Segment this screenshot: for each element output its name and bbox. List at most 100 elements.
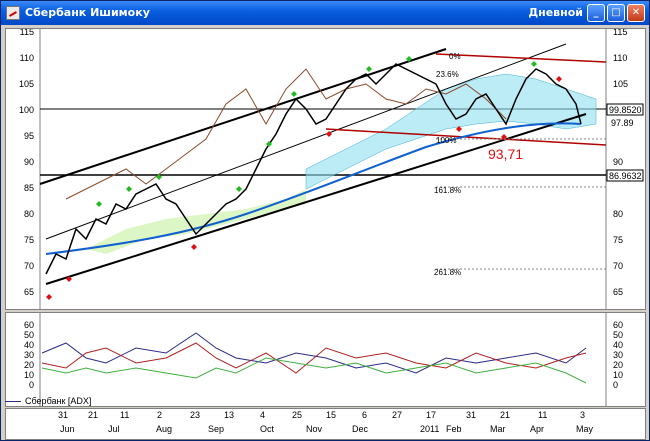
adx-tick: 40 [24, 340, 34, 350]
minus-di-line [41, 357, 587, 384]
sell-signal-diamond [326, 131, 332, 137]
tick-label: 100 [19, 105, 34, 115]
day-label: 17 [426, 410, 437, 420]
month-label: Aug [156, 424, 173, 434]
fib-236-label: 23.6% [436, 70, 459, 79]
day-label: 6 [362, 410, 368, 420]
month-label: Oct [260, 424, 275, 434]
adx-tick: 20 [613, 360, 623, 370]
level-high-box [606, 103, 644, 116]
adx-tick: 10 [24, 370, 34, 380]
fibonacci-levels: 100% 161.8% 261.8% 23.6% 0% [434, 52, 606, 277]
maximize-button[interactable]: □ [607, 4, 625, 22]
price-series [45, 63, 582, 275]
fib-1618-label: 161.8% [434, 186, 461, 195]
adx-tick: 10 [613, 370, 623, 380]
tick-label: 80 [613, 209, 623, 219]
ichimoku-cloud-early [86, 189, 306, 254]
date-axis: 31 21 11 2 23 13 4 25 15 6 27 17 31 21 1… [5, 408, 646, 440]
buy-signal-diamond [531, 61, 537, 67]
adx-tick: 50 [24, 330, 34, 340]
adx-left-axis: 60 50 40 30 20 10 0 [24, 320, 34, 390]
right-price-axis: 115 110 105 90 80 75 70 65 [613, 27, 628, 297]
day-label: 25 [292, 410, 303, 420]
adx-tick: 30 [24, 350, 34, 360]
adx-pane[interactable]: 60 50 40 30 20 10 0 60 50 40 30 20 10 0 [5, 312, 646, 407]
indicator-legend: Сбербанк [ADX] [5, 395, 91, 407]
month-label: 2011 [420, 424, 440, 434]
low-point-annotation: 93,71 [488, 146, 523, 162]
price-pane[interactable]: 115 110 105 100 95 90 85 80 75 70 65 115… [5, 27, 646, 310]
adx-tick: 60 [613, 320, 623, 330]
month-label: Apr [530, 424, 545, 434]
tick-label: 110 [613, 53, 627, 63]
level-high-label: 99.8520 [609, 105, 642, 115]
buy-signal-diamond [266, 141, 272, 147]
tick-label: 70 [613, 261, 623, 271]
month-label: May [576, 424, 594, 434]
buy-signal-diamond [126, 186, 132, 192]
title-bar[interactable]: Сбербанк Ишимоку Дневной _ □ ✕ [1, 1, 649, 25]
legend-swatch [5, 400, 21, 402]
day-label: 2 [157, 410, 163, 420]
tick-label: 70 [24, 261, 34, 271]
sell-signal-diamond [66, 276, 72, 282]
tick-label: 85 [24, 183, 34, 193]
tick-label: 75 [24, 235, 34, 245]
last-price-label: 97.89 [611, 118, 634, 128]
channel-mid [45, 43, 567, 240]
tick-label: 65 [24, 287, 34, 297]
tick-label: 90 [24, 157, 34, 167]
ichimoku-cloud [305, 73, 597, 190]
month-label: Feb [446, 424, 462, 434]
day-label: 15 [326, 410, 337, 420]
minimize-button[interactable]: _ [587, 4, 605, 22]
tick-label: 105 [613, 79, 628, 89]
tick-label: 95 [24, 131, 34, 141]
window-title: Сбербанк Ишимоку [25, 6, 150, 19]
day-label: 4 [260, 410, 266, 420]
day-label: 11 [120, 410, 130, 420]
buy-signal-diamond [406, 56, 412, 62]
legend-label: Сбербанк [ADX] [25, 396, 92, 406]
adx-tick: 60 [24, 320, 34, 330]
month-label: Jul [108, 424, 120, 434]
buy-signal-diamond [156, 174, 162, 180]
level-low-label: 86.9632 [609, 171, 642, 181]
adx-tick: 20 [24, 360, 34, 370]
buy-signal-diamond [291, 91, 297, 97]
buy-signal-diamond [366, 66, 372, 72]
month-label: Dec [352, 424, 369, 434]
moving-average [45, 122, 582, 255]
red-resistance [435, 53, 607, 63]
month-label: Jun [60, 424, 75, 434]
tick-label: 105 [19, 79, 34, 89]
adx-right-axis: 60 50 40 30 20 10 0 [613, 320, 623, 390]
left-price-axis: 115 110 105 100 95 90 85 80 75 70 65 [19, 27, 34, 297]
fib-100-label: 100% [436, 136, 456, 145]
sell-signal-diamond [456, 126, 462, 132]
tick-label: 75 [613, 235, 623, 245]
day-label: 21 [500, 410, 511, 420]
day-label: 23 [190, 410, 201, 420]
plus-di-line [41, 342, 587, 374]
channel-lower [45, 113, 587, 285]
price-chart: 115 110 105 100 95 90 85 80 75 70 65 115… [19, 27, 644, 309]
month-label: Sep [208, 424, 225, 434]
chart-app-icon [6, 6, 20, 20]
tick-label: 115 [20, 29, 34, 37]
tick-label: 65 [613, 287, 623, 297]
buy-signal-diamond [96, 201, 102, 207]
adx-line [41, 332, 587, 374]
tick-label: 80 [24, 209, 34, 219]
day-label: 3 [580, 410, 586, 420]
sell-signal-diamond [191, 244, 197, 250]
month-label: Nov [306, 424, 323, 434]
adx-tick: 50 [613, 330, 623, 340]
month-label: Mar [490, 424, 506, 434]
tick-label: 115 [613, 29, 627, 37]
close-button[interactable]: ✕ [627, 4, 645, 22]
adx-chart: 60 50 40 30 20 10 0 60 50 40 30 20 10 0 [24, 313, 623, 406]
adx-tick: 0 [29, 380, 34, 390]
